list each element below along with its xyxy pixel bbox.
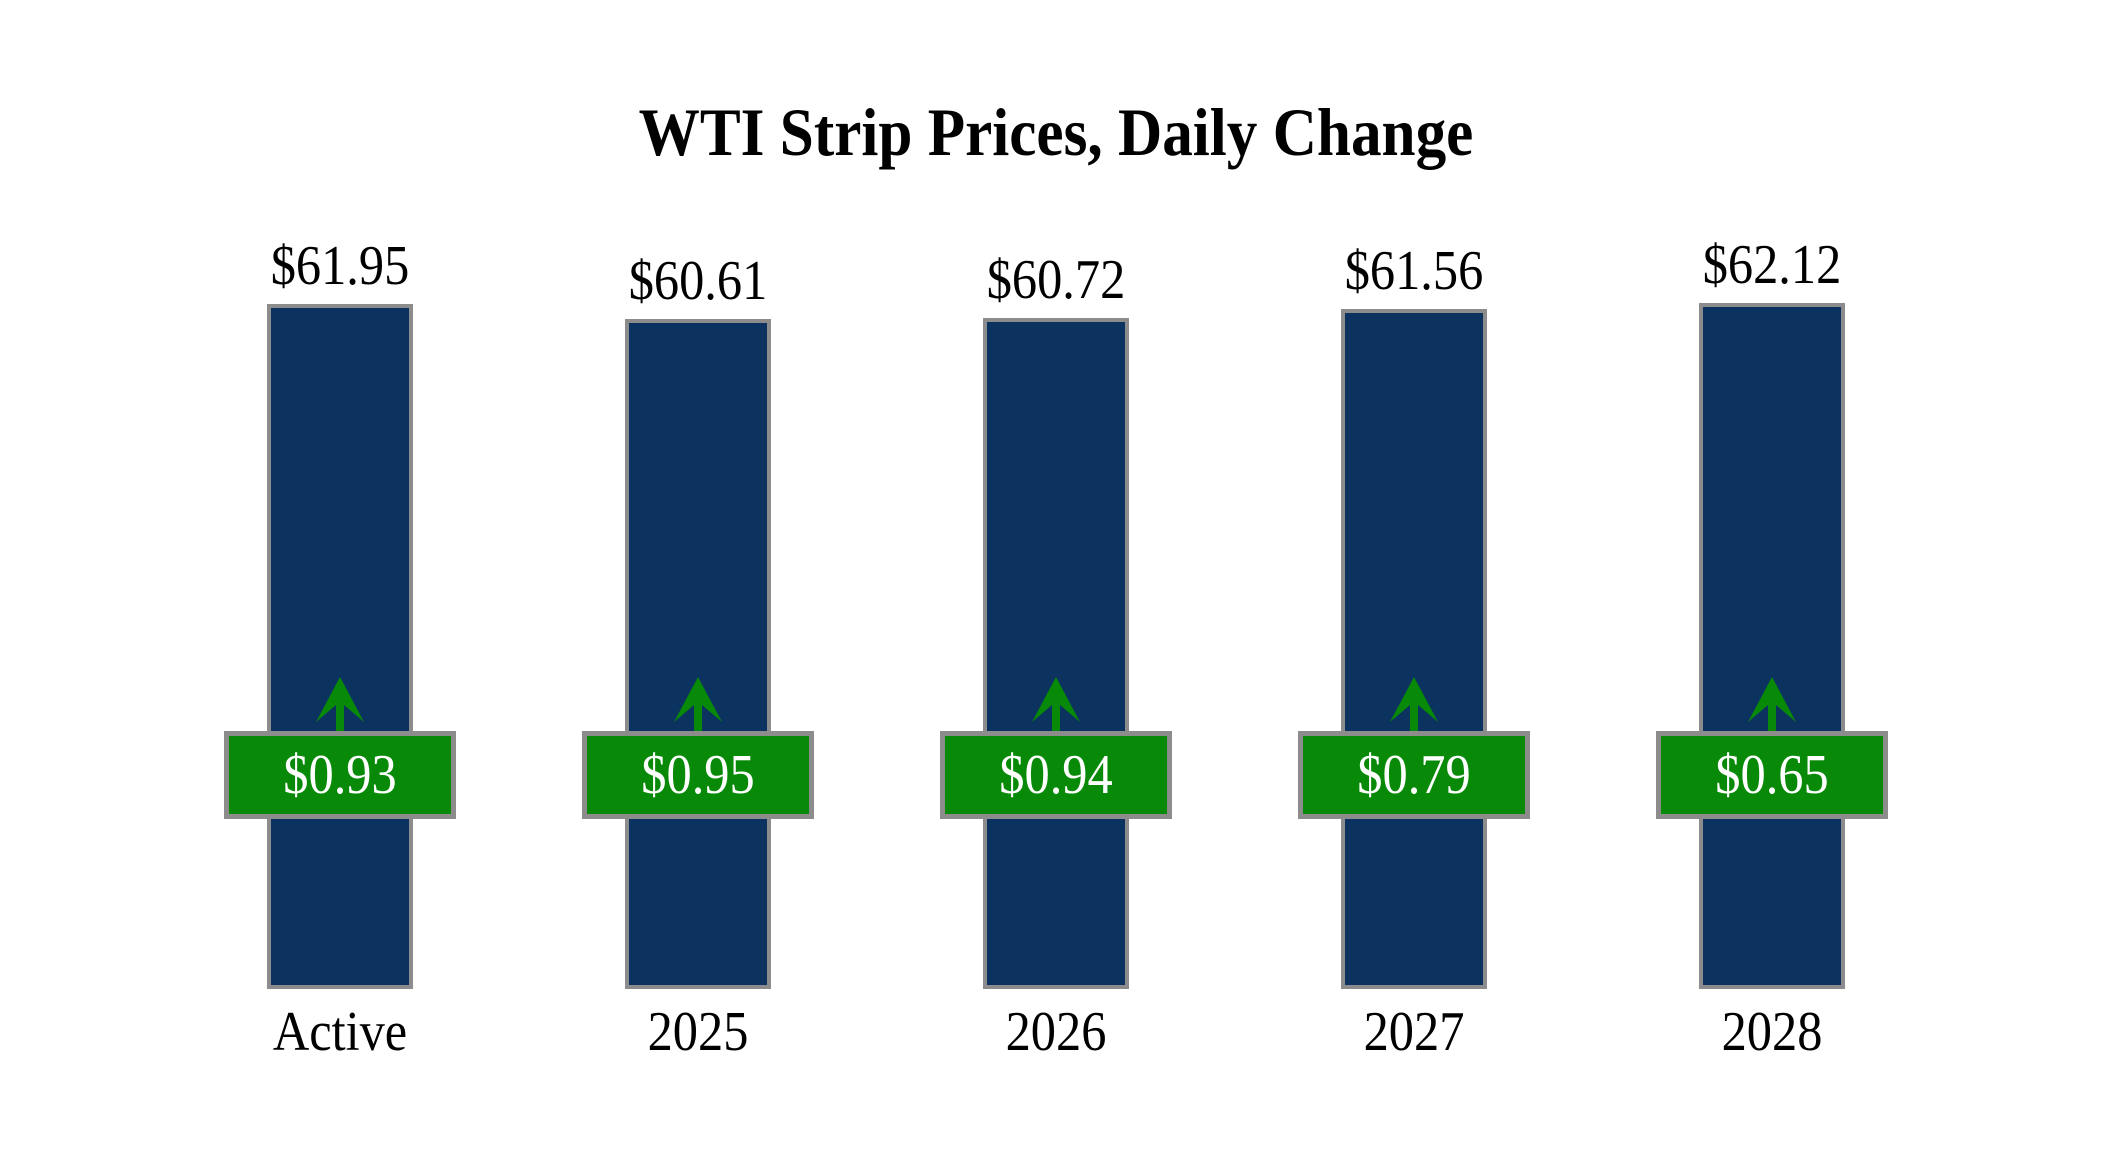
strip-price-label: $62.12 [1702, 234, 1842, 296]
strip-price-bar [625, 319, 771, 989]
chart-title: WTI Strip Prices, Daily Change [638, 94, 1474, 170]
category-label: 2027 [1363, 1001, 1465, 1063]
up-arrow-icon [316, 677, 364, 734]
strip-price-label: $60.61 [628, 250, 768, 312]
daily-change-value: $0.79 [1357, 744, 1471, 806]
category-label: 2025 [647, 1001, 749, 1063]
strip-price-label: $60.72 [986, 249, 1126, 311]
strip-price-bar [983, 318, 1129, 989]
category-label: 2028 [1721, 1001, 1823, 1063]
daily-change-box: $0.79 [1298, 731, 1530, 819]
daily-change-box: $0.93 [224, 731, 456, 819]
up-arrow-icon [674, 677, 722, 734]
daily-change-value: $0.65 [1715, 744, 1829, 806]
daily-change-box: $0.95 [582, 731, 814, 819]
strip-price-label: $61.56 [1344, 240, 1484, 302]
strip-price-label: $61.95 [270, 235, 410, 297]
strip-price-bar [267, 304, 413, 989]
strip-price-bar [1341, 309, 1487, 989]
daily-change-value: $0.94 [999, 744, 1113, 806]
daily-change-box: $0.65 [1656, 731, 1888, 819]
daily-change-value: $0.95 [641, 744, 755, 806]
strip-price-bar [1699, 303, 1845, 989]
up-arrow-icon [1748, 677, 1796, 734]
daily-change-box: $0.94 [940, 731, 1172, 819]
daily-change-value: $0.93 [283, 744, 397, 806]
up-arrow-icon [1032, 677, 1080, 734]
category-label: Active [272, 1001, 408, 1063]
category-label: 2026 [1005, 1001, 1107, 1063]
up-arrow-icon [1390, 677, 1438, 734]
